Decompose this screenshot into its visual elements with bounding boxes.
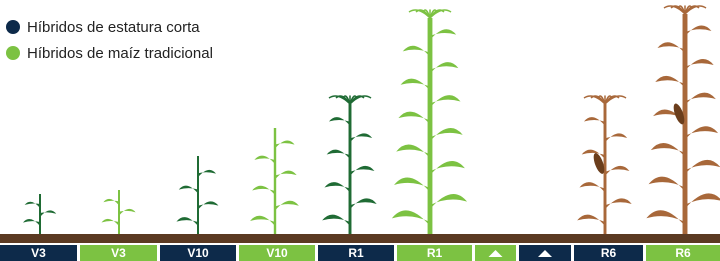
leaf (646, 210, 685, 226)
leaf (103, 199, 119, 205)
leaf (324, 182, 350, 192)
leaf (327, 150, 350, 160)
plant (577, 96, 632, 236)
leaf (252, 186, 275, 195)
plant (23, 194, 56, 236)
soil (0, 234, 720, 243)
leaf (275, 201, 299, 211)
leaf (403, 46, 430, 57)
leaf (396, 145, 430, 159)
leaf (394, 177, 430, 192)
stage-label: V3 (111, 246, 126, 260)
stage-label: R1 (427, 246, 443, 260)
leaf (430, 95, 461, 107)
leaf (329, 117, 350, 126)
leaf (350, 166, 374, 176)
leaf (685, 160, 720, 174)
leaf (584, 117, 605, 126)
leaf (651, 143, 685, 157)
leaf (605, 198, 632, 209)
leaf (577, 215, 605, 226)
stage-label: R6 (601, 246, 617, 260)
leaf (25, 202, 40, 208)
leaf (685, 126, 718, 140)
leaf (685, 25, 711, 36)
leaf (350, 133, 372, 142)
legend-dot (6, 20, 20, 34)
leaf (101, 219, 119, 226)
leaf (392, 210, 430, 226)
stage-label: V3 (31, 246, 46, 260)
leaf (430, 29, 456, 40)
stage-label: V10 (187, 246, 209, 260)
leaf (179, 186, 198, 194)
leaf (275, 141, 295, 149)
leaf (275, 171, 297, 180)
plant (176, 156, 218, 236)
leaf (254, 156, 275, 164)
leaf (40, 210, 56, 217)
leaf (655, 76, 685, 88)
leaf (401, 79, 430, 91)
stage-label: R6 (675, 246, 691, 260)
leaf (23, 219, 40, 226)
leaf (350, 198, 377, 209)
stage-label: R1 (348, 246, 364, 260)
leaf (685, 59, 714, 71)
leaf (398, 112, 430, 125)
leaf (430, 161, 465, 175)
plant (392, 10, 467, 236)
leaf (430, 128, 463, 141)
leaf (579, 182, 605, 192)
plant (322, 96, 377, 236)
leaf (657, 42, 685, 53)
plants (23, 6, 720, 236)
leaf (198, 201, 218, 209)
stage-label: V10 (266, 246, 288, 260)
leaf (176, 217, 198, 226)
plant (646, 6, 720, 236)
leaf (322, 215, 350, 226)
leaf (685, 193, 720, 208)
leaf (430, 194, 467, 209)
stage-bar: V3 V3 V10 V10 R1 R1 R6 R6 (0, 245, 720, 261)
leaf (582, 150, 605, 160)
legend-label: Híbridos de maíz tradicional (27, 45, 213, 62)
leaf (119, 209, 136, 216)
leaf (250, 216, 275, 226)
leaf (198, 170, 216, 177)
leaf (605, 166, 629, 176)
leaf (685, 93, 716, 106)
infographic: Híbridos de estatura corta Híbridos de m… (0, 0, 720, 261)
leaf (605, 133, 627, 142)
legend-label: Híbridos de estatura corta (27, 19, 200, 36)
plant (101, 190, 135, 236)
leaf (649, 177, 685, 192)
leaf (430, 62, 458, 74)
plant (250, 128, 299, 236)
legend-dot (6, 46, 20, 60)
